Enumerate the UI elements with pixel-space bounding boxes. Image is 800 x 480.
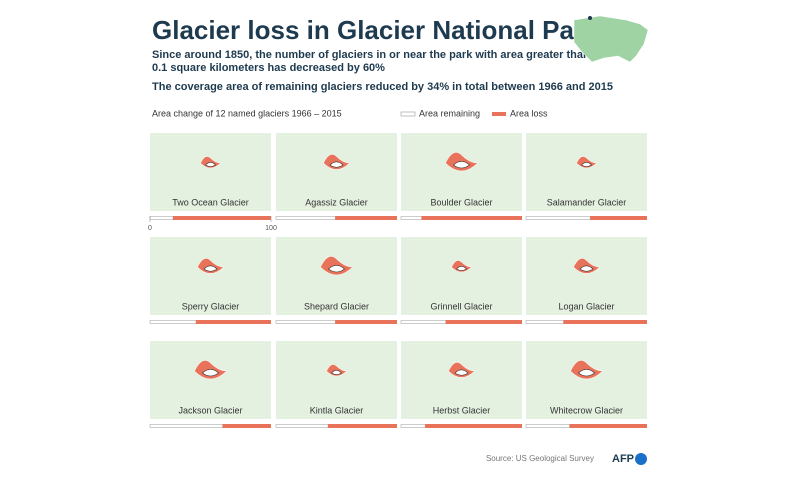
legend-label: Area remaining [419, 108, 480, 118]
glacier-label: Jackson Glacier [178, 405, 242, 415]
glacier-remaining [203, 265, 218, 272]
bar-remaining [275, 424, 329, 428]
legend-label: Area loss [510, 108, 548, 118]
panel [526, 133, 647, 211]
bar-remaining [400, 320, 447, 324]
panel [401, 133, 522, 211]
bar-remaining [275, 216, 336, 220]
bar-remaining [525, 216, 591, 220]
glacier-remaining [454, 369, 469, 376]
glacier-remaining [205, 162, 216, 167]
note: The coverage area of remaining glaciers … [152, 81, 613, 93]
bar-loss [328, 424, 397, 428]
map-shape [573, 15, 649, 63]
glacier-label: Logan Glacier [558, 301, 614, 311]
glacier-remaining [331, 370, 342, 375]
panel [526, 341, 647, 419]
bar-loss [563, 320, 647, 324]
panel [526, 237, 647, 315]
map-marker [588, 16, 592, 20]
glacier-label: Boulder Glacier [430, 197, 492, 207]
panel [150, 341, 271, 419]
glacier-remaining [578, 369, 595, 377]
glacier-label: Kintla Glacier [310, 405, 364, 415]
legend-swatch [400, 111, 416, 117]
bar-loss [569, 424, 647, 428]
glacier-label: Grinnell Glacier [430, 301, 492, 311]
bar-loss [172, 216, 271, 220]
bar-remaining [149, 216, 174, 220]
bar-remaining [400, 216, 422, 220]
glacier-remaining [453, 161, 470, 169]
source: Source: US Geological Survey [486, 454, 594, 463]
glacier-label: Whitecrow Glacier [550, 405, 623, 415]
panel [401, 237, 522, 315]
logo: AFP [612, 453, 634, 465]
logo-mark [635, 453, 647, 465]
bar-loss [425, 424, 522, 428]
bar-remaining [275, 320, 336, 324]
glacier-remaining [202, 369, 219, 377]
glacier-remaining [581, 162, 592, 167]
us-map [573, 15, 649, 63]
bar-loss [335, 320, 397, 324]
bar-loss [421, 216, 522, 220]
glacier-remaining [579, 265, 594, 272]
glacier-label: Agassiz Glacier [305, 197, 368, 207]
bar-remaining [525, 320, 564, 324]
glacier-remaining [456, 266, 467, 271]
glacier-remaining [329, 161, 344, 168]
glacier-label: Salamander Glacier [547, 197, 627, 207]
panel [276, 341, 397, 419]
axis-title: Area change of 12 named glaciers 1966 – … [152, 108, 342, 118]
bar-remaining [149, 320, 197, 324]
panel [150, 237, 271, 315]
x-tick-label: 0 [148, 225, 152, 232]
legend-swatch [492, 112, 506, 116]
bar-loss [590, 216, 647, 220]
glacier-label: Herbst Glacier [433, 405, 491, 415]
bar-loss [335, 216, 397, 220]
panel [150, 133, 271, 211]
glacier-remaining [328, 265, 345, 273]
x-tick-label: 100 [265, 225, 277, 232]
glacier-label: Shepard Glacier [304, 301, 369, 311]
panel [401, 341, 522, 419]
subtitle: Since around 1850, the number of glacier… [152, 49, 590, 61]
bar-remaining [400, 424, 426, 428]
chart-title: Glacier loss in Glacier National Park [152, 15, 599, 45]
panel [276, 237, 397, 315]
glacier-label: Two Ocean Glacier [172, 197, 249, 207]
subtitle: 0.1 square kilometers has decreased by 6… [152, 62, 385, 74]
bar-remaining [149, 424, 223, 428]
bar-loss [445, 320, 522, 324]
glacier-label: Sperry Glacier [182, 301, 240, 311]
bar-loss [222, 424, 271, 428]
bar-loss [195, 320, 271, 324]
panel [276, 133, 397, 211]
bar-remaining [525, 424, 570, 428]
